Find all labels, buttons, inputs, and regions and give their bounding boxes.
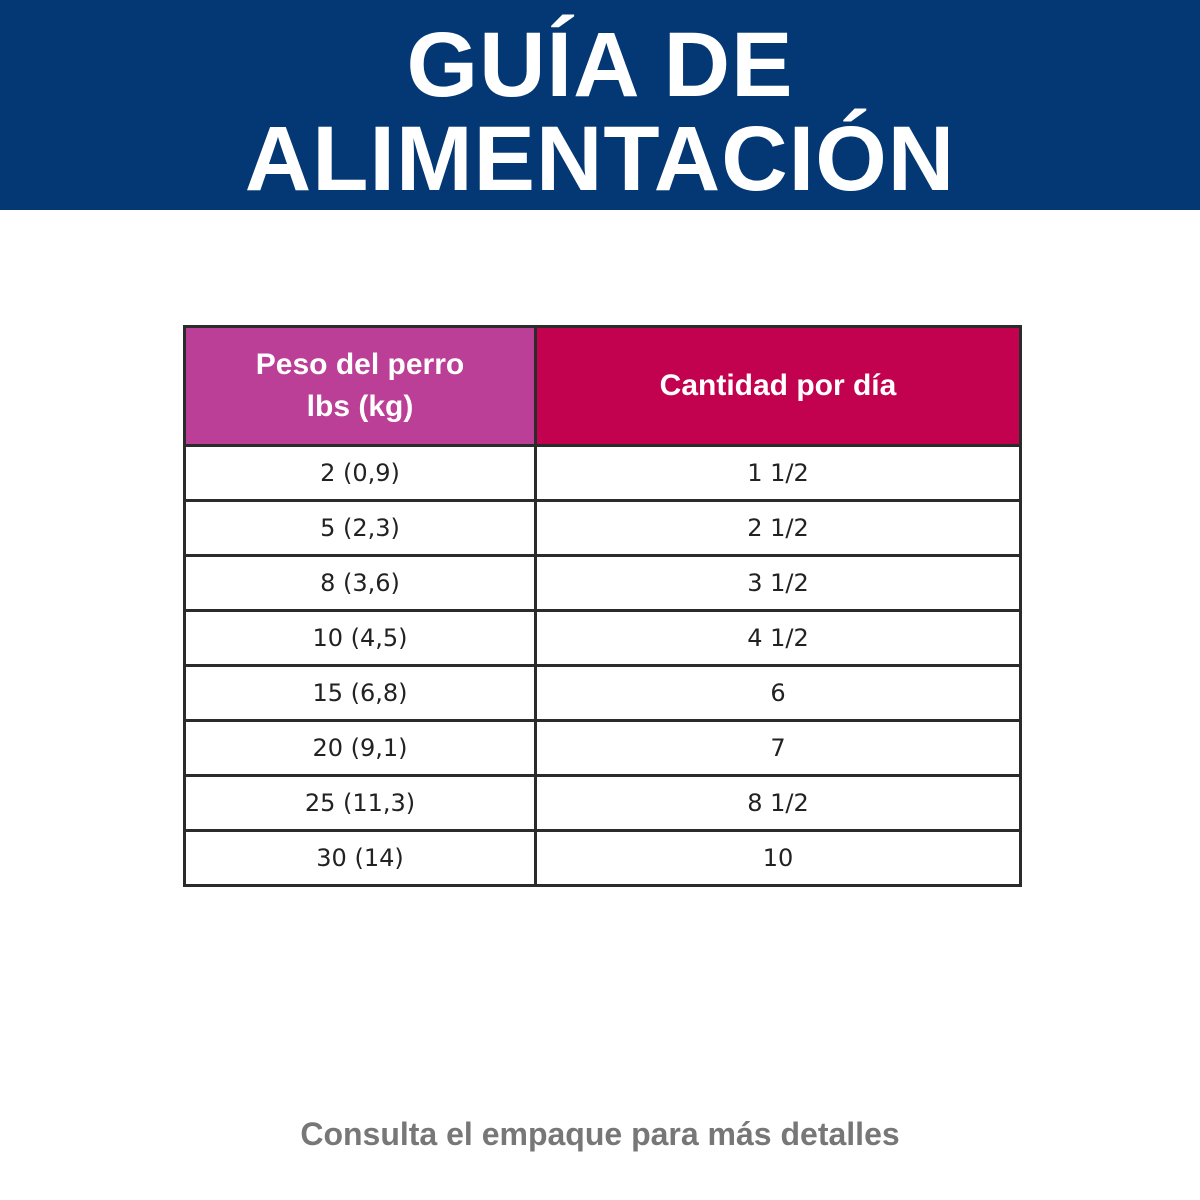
header-text: lbs (kg): [306, 390, 414, 423]
header-text: Cantidad por día: [659, 369, 897, 402]
table-row: 10 (4,5) 4 1/2: [183, 609, 1022, 667]
table-cell: 2 (0,9): [183, 444, 537, 502]
column-header: Peso del perro lbs (kg): [183, 325, 537, 447]
table-row: 15 (6,8) 6: [183, 664, 1022, 722]
table-row: 25 (11,3) 8 1/2: [183, 774, 1022, 832]
header-row: Peso del perro lbs (kg) Cantidad por día: [183, 325, 1022, 447]
table-cell: 8 (3,6): [183, 554, 537, 612]
table-cell: 10 (4,5): [183, 609, 537, 667]
table-row: 2 (0,9) 1 1/2: [183, 444, 1022, 502]
table-row: 30 (14) 10: [183, 829, 1022, 887]
title-line: ALIMENTACIÓN: [244, 108, 956, 210]
table-cell: 4 1/2: [534, 609, 1022, 667]
table-cell: 30 (14): [183, 829, 537, 887]
table-cell: 1 1/2: [534, 444, 1022, 502]
table-cell: 10: [534, 829, 1022, 887]
footer-note: Consulta el empaque para más detalles: [300, 1116, 900, 1152]
table-cell: 7: [534, 719, 1022, 777]
table-cell: 5 (2,3): [183, 499, 537, 557]
header: GUÍA DE ALIMENTACIÓN: [0, 0, 1200, 210]
header-text: Peso del perro: [255, 348, 465, 381]
table-cell: 6: [534, 664, 1022, 722]
table-cell: 3 1/2: [534, 554, 1022, 612]
table-cell: 25 (11,3): [183, 774, 537, 832]
feeding-table: Peso del perro lbs (kg) Cantidad por día 2 …: [183, 325, 1022, 887]
table-row: 20 (9,1) 7: [183, 719, 1022, 777]
table-cell: 8 1/2: [534, 774, 1022, 832]
table-cell: 15 (6,8): [183, 664, 537, 722]
table-row: 5 (2,3) 2 1/2: [183, 499, 1022, 557]
column-header: Cantidad por día: [534, 325, 1022, 447]
table-cell: 20 (9,1): [183, 719, 537, 777]
title-line: GUÍA DE: [406, 14, 794, 116]
table-cell: 2 1/2: [534, 499, 1022, 557]
table-row: 8 (3,6) 3 1/2: [183, 554, 1022, 612]
